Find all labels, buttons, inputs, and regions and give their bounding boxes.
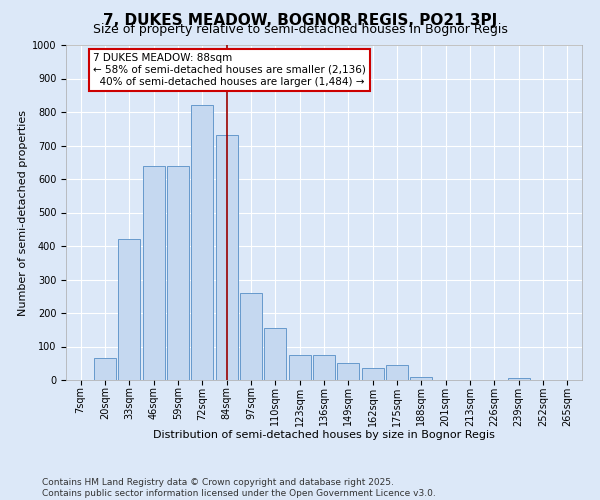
- Text: 7, DUKES MEADOW, BOGNOR REGIS, PO21 3PJ: 7, DUKES MEADOW, BOGNOR REGIS, PO21 3PJ: [103, 12, 497, 28]
- Bar: [289, 355, 311, 380]
- Text: 7 DUKES MEADOW: 88sqm
← 58% of semi-detached houses are smaller (2,136)
  40% of: 7 DUKES MEADOW: 88sqm ← 58% of semi-deta…: [93, 54, 365, 86]
- Bar: [118, 240, 140, 380]
- Y-axis label: Number of semi-detached properties: Number of semi-detached properties: [17, 110, 28, 316]
- Bar: [508, 378, 530, 380]
- Bar: [143, 166, 164, 380]
- Bar: [167, 166, 189, 380]
- Bar: [337, 363, 359, 380]
- Text: Contains HM Land Registry data © Crown copyright and database right 2025.
Contai: Contains HM Land Registry data © Crown c…: [42, 478, 436, 498]
- Text: Size of property relative to semi-detached houses in Bognor Regis: Size of property relative to semi-detach…: [92, 22, 508, 36]
- Bar: [362, 368, 383, 380]
- X-axis label: Distribution of semi-detached houses by size in Bognor Regis: Distribution of semi-detached houses by …: [153, 430, 495, 440]
- Bar: [215, 136, 238, 380]
- Bar: [191, 106, 213, 380]
- Bar: [240, 293, 262, 380]
- Bar: [313, 355, 335, 380]
- Bar: [94, 358, 116, 380]
- Bar: [410, 376, 433, 380]
- Bar: [386, 365, 408, 380]
- Bar: [265, 328, 286, 380]
